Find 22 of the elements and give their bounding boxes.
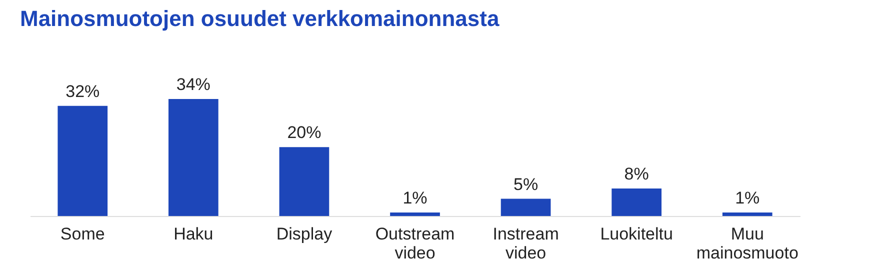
x-tick-label: Haku bbox=[174, 224, 214, 244]
data-label: 20% bbox=[287, 123, 322, 142]
bar bbox=[168, 99, 218, 216]
data-label: 1% bbox=[402, 188, 428, 208]
bar bbox=[500, 198, 551, 216]
bar bbox=[58, 106, 108, 216]
data-label: 1% bbox=[735, 188, 760, 208]
x-tick-label: Muu mainosmuoto bbox=[696, 224, 798, 262]
data-label: 34% bbox=[176, 75, 210, 94]
x-tick-label: Outstream video bbox=[375, 224, 455, 262]
x-tick-label: Some bbox=[60, 224, 105, 244]
data-label: 5% bbox=[514, 174, 538, 194]
bar bbox=[279, 147, 330, 216]
x-tick-label: Luokiteltu bbox=[600, 224, 673, 244]
bar bbox=[612, 188, 662, 216]
x-tick-label: Instream video bbox=[492, 224, 559, 262]
x-tick-label: Display bbox=[276, 224, 333, 244]
bar bbox=[722, 212, 772, 216]
bar bbox=[390, 212, 440, 216]
data-label: 32% bbox=[66, 82, 100, 101]
data-label: 8% bbox=[624, 164, 649, 184]
chart-title: Mainosmuotojen osuudet verkkomainonnasta bbox=[20, 6, 500, 31]
